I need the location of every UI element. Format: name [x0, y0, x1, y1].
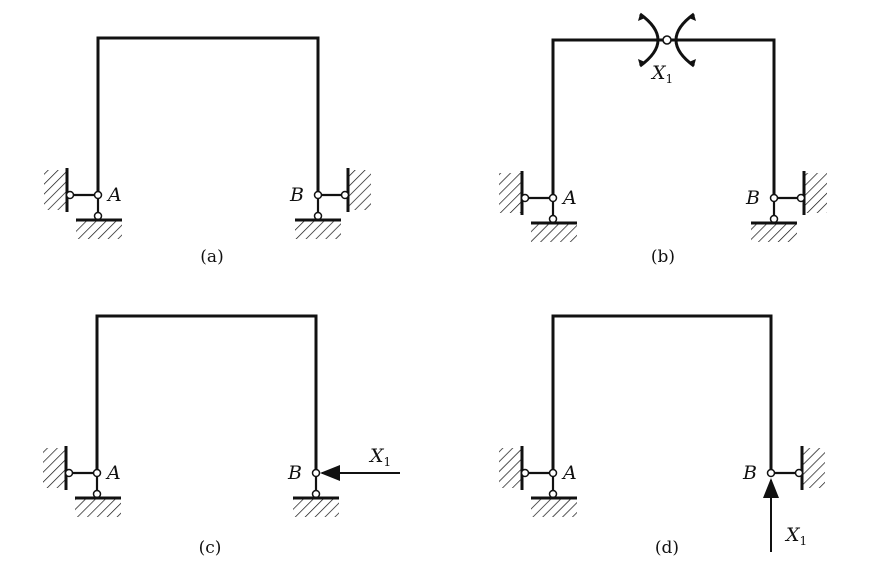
caption-b: (b): [651, 247, 675, 267]
panel-d: A B X1 (d): [499, 314, 825, 558]
label-a-left: A: [106, 184, 122, 206]
support-b-link-d: [766, 446, 825, 490]
caption-d: (d): [655, 538, 679, 558]
support-a-left-b: [499, 171, 577, 242]
panel-a: A B (a): [44, 36, 371, 267]
support-b-right-b: [751, 171, 827, 242]
support-a-left-d: [499, 446, 577, 517]
caption-c: (c): [199, 538, 222, 558]
support-b-roller-c: [293, 468, 339, 517]
label-x1-d: X1: [784, 524, 807, 548]
hinge-moments-x1: [638, 12, 696, 68]
label-b-b: B: [745, 187, 760, 209]
support-a-left: [44, 168, 122, 239]
frame-d: [551, 314, 773, 473]
label-a-d: A: [561, 462, 577, 484]
label-x1-b: X1: [650, 62, 673, 86]
panel-b: X1 A B (b): [499, 12, 827, 267]
support-b-right: [295, 168, 371, 239]
label-x1-c: X1: [368, 445, 391, 469]
frame-a: [96, 36, 320, 195]
label-b-d: B: [742, 462, 757, 484]
label-a-b: A: [561, 187, 577, 209]
label-b-right: B: [289, 184, 304, 206]
label-a-c: A: [105, 462, 121, 484]
frame-c: [95, 314, 318, 473]
label-b-c: B: [287, 462, 302, 484]
panel-c: A B X1 (c): [43, 314, 400, 558]
caption-a: (a): [200, 247, 223, 267]
support-a-left-c: [43, 446, 121, 517]
